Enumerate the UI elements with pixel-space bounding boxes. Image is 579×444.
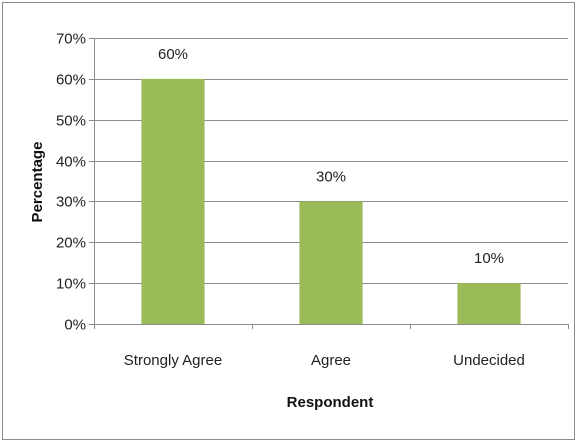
axes (89, 38, 569, 329)
chart-frame (2, 2, 575, 440)
y-axis-title: Percentage (29, 142, 46, 223)
y-tick-label: 20% (56, 235, 86, 252)
bar (299, 201, 363, 324)
data-label: 30% (316, 168, 346, 185)
bar (457, 283, 521, 324)
bars (141, 78, 521, 324)
y-tick-label: 30% (56, 194, 86, 211)
x-tick-label: Undecided (453, 352, 525, 369)
data-label: 60% (158, 46, 188, 63)
y-tick-label: 60% (56, 72, 86, 89)
bar (141, 78, 205, 324)
x-tick-labels: Strongly Agree Agree Undecided (124, 352, 525, 369)
y-tick-label: 70% (56, 31, 86, 48)
y-tick-labels: 0% 10% 20% 30% 40% 50% 60% 70% (56, 31, 86, 334)
y-tick-label: 40% (56, 154, 86, 171)
x-tick-label: Agree (311, 352, 351, 369)
y-tick-label: 0% (64, 317, 86, 334)
x-axis-title: Respondent (287, 394, 374, 411)
x-tick-label: Strongly Agree (124, 352, 222, 369)
y-tick-label: 10% (56, 276, 86, 293)
data-labels: 60% 30% 10% (158, 46, 504, 267)
data-label: 10% (474, 250, 504, 267)
y-tick-label: 50% (56, 113, 86, 130)
